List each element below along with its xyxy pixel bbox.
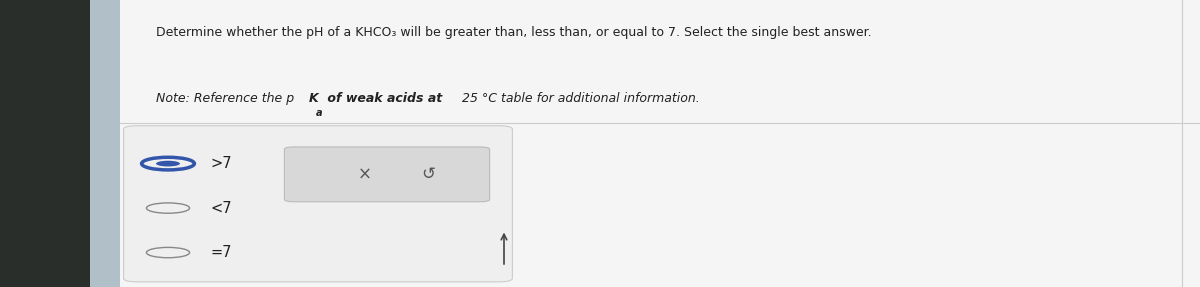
FancyBboxPatch shape xyxy=(120,0,1200,287)
Text: ×: × xyxy=(358,165,372,183)
Text: <7: <7 xyxy=(210,201,232,216)
Text: ↺: ↺ xyxy=(421,165,434,183)
FancyBboxPatch shape xyxy=(0,0,90,287)
Text: =7: =7 xyxy=(210,245,232,260)
Text: Determine whether the pH of a KHCO₃ will be greater than, less than, or equal to: Determine whether the pH of a KHCO₃ will… xyxy=(156,26,871,39)
Circle shape xyxy=(156,161,180,166)
Text: Note: Reference the p: Note: Reference the p xyxy=(156,92,294,105)
FancyBboxPatch shape xyxy=(124,126,512,282)
Text: of weak acids at: of weak acids at xyxy=(324,92,443,105)
FancyBboxPatch shape xyxy=(284,147,490,202)
Text: K: K xyxy=(308,92,318,105)
FancyBboxPatch shape xyxy=(90,0,120,287)
Text: 25 °C table for additional information.: 25 °C table for additional information. xyxy=(458,92,700,105)
Text: a: a xyxy=(317,108,323,118)
Text: >7: >7 xyxy=(210,156,232,171)
